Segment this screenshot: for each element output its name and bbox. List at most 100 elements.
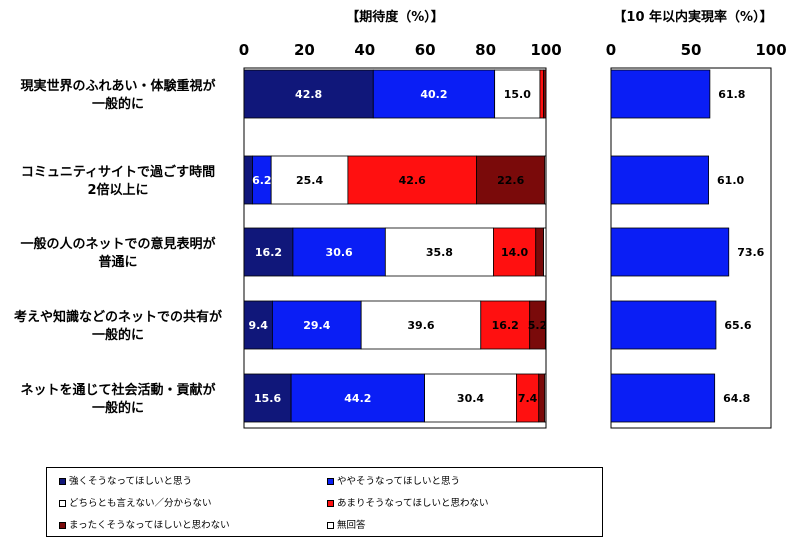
realization-bar: [610, 69, 711, 119]
realization-label: 61.8: [718, 88, 745, 101]
bar-segment: [384, 227, 494, 277]
bar-segment: [544, 300, 547, 350]
left-axis-tick-label: 20: [294, 41, 315, 59]
data-label: 42.6: [399, 174, 426, 187]
data-label: 15.6: [254, 392, 281, 405]
legend-label: ややそうなってほしいと思う: [337, 476, 461, 487]
bar-segment: [270, 155, 349, 205]
legend-item: 無回答: [327, 520, 366, 532]
data-label: 5.2: [528, 319, 548, 332]
legend-swatch: [327, 522, 334, 529]
category-label: コミュニティサイトで過ごす時間: [21, 164, 215, 180]
category-label: 一般的に: [92, 96, 144, 112]
data-label: 7.4: [518, 392, 538, 405]
bar-segment: [290, 373, 425, 423]
left-axis-ticks: 0 20 40 60 80 100: [239, 41, 562, 59]
stacked-bars: 42.8 40.2 15.0 6.2 25.4 42.6 22.6 16.2 30.6 35.8 1…: [243, 69, 548, 423]
category-label: ネットを通じて社会活動・貢献が: [20, 382, 215, 398]
legend-swatch: [59, 522, 66, 529]
bar-segment: [243, 300, 273, 350]
legend-swatch: [327, 500, 334, 507]
category-label: 一般の人のネットでの意見表明が: [20, 236, 215, 252]
legend-label: 無回答: [337, 520, 366, 531]
right-axis-tick-label: 100: [755, 41, 786, 59]
realization-label: 64.8: [723, 392, 750, 405]
realization-bars: 61.8 61.0 73.6 65.6 64.8: [610, 69, 765, 423]
legend: 強くそうなってほしいと思う ややそうなってほしいと思うどちらとも言えない／分からな…: [46, 467, 603, 537]
category-label: 一般的に: [92, 327, 144, 343]
realization-label: 65.6: [724, 319, 751, 332]
left-axis-tick-label: 60: [415, 41, 436, 59]
legend-item: 強くそうなってほしいと思う: [59, 476, 192, 488]
legend-item: まったくそうなってほしいと思わない: [59, 520, 230, 532]
right-chart-title: 【10 年以内実現率（%）】: [613, 9, 772, 25]
data-label: 22.6: [497, 174, 524, 187]
bar-segment: [360, 300, 482, 350]
left-axis-tick-label: 40: [354, 41, 375, 59]
left-axis-tick-label: 0: [239, 41, 249, 59]
category-label: 2倍以上に: [87, 182, 148, 198]
legend-swatch: [327, 478, 334, 485]
data-label: 40.2: [420, 88, 447, 101]
realization-bar: [610, 155, 709, 205]
data-label: 9.4: [248, 319, 268, 332]
bar-segment: [372, 69, 496, 119]
category-label: 普通に: [98, 254, 137, 270]
data-label: 6.2: [252, 174, 272, 187]
left-chart-title: 【期待度（%）】: [346, 9, 444, 25]
category-label: 一般的に: [92, 400, 144, 416]
legend-label: あまりそうなってほしいと思わない: [337, 498, 489, 509]
data-label: 42.8: [295, 88, 322, 101]
bar-segment: [347, 155, 477, 205]
data-label: 14.0: [501, 246, 528, 259]
bar-segment: [494, 69, 541, 119]
bar-segment: [535, 227, 544, 277]
realization-bar: [610, 373, 716, 423]
bar-segment: [493, 227, 537, 277]
bar-segment: [292, 227, 386, 277]
legend-label: 強くそうなってほしいと思う: [69, 476, 193, 487]
realization-bar: [610, 227, 730, 277]
legend-label: どちらとも言えない／分からない: [69, 498, 212, 509]
bar-segment: [543, 227, 547, 277]
bar-segment: [243, 69, 374, 119]
data-label: 29.4: [303, 319, 330, 332]
data-label: 16.2: [492, 319, 519, 332]
bar-segment: [476, 155, 546, 205]
bar-segment: [480, 300, 531, 350]
realization-label: 61.0: [717, 174, 744, 187]
data-label: 15.0: [504, 88, 531, 101]
legend-swatch: [59, 500, 66, 507]
bar-segment: [544, 373, 547, 423]
bar-segment: [544, 155, 547, 205]
data-label: 39.6: [407, 319, 434, 332]
category-label: 現実世界のふれあい・体験重視が: [20, 78, 215, 94]
bar-segment: [538, 373, 546, 423]
bar-segment: [271, 300, 362, 350]
category-labels: 現実世界のふれあい・体験重視が一般的にコミュニティサイトで過ごす時間2倍以上に一…: [14, 78, 222, 416]
right-axis-ticks: 0 50 100: [606, 41, 787, 59]
bar-segment: [543, 69, 547, 119]
right-axis-tick-label: 0: [606, 41, 616, 59]
bar-segment: [243, 227, 294, 277]
legend-item: あまりそうなってほしいと思わない: [327, 498, 489, 510]
left-axis-tick-label: 80: [475, 41, 496, 59]
data-label: 25.4: [296, 174, 323, 187]
legend-label: まったくそうなってほしいと思わない: [69, 520, 230, 531]
right-axis-tick-label: 50: [681, 41, 702, 59]
realization-bar: [610, 300, 717, 350]
data-label: 35.8: [426, 246, 453, 259]
legend-swatch: [59, 478, 66, 485]
left-axis-tick-label: 100: [530, 41, 561, 59]
category-label: 考えや知識などのネットでの共有が: [14, 309, 222, 325]
legend-item: どちらとも言えない／分からない: [59, 498, 212, 510]
bar-segment: [539, 69, 544, 119]
data-label: 16.2: [255, 246, 282, 259]
legend-item: ややそうなってほしいと思う: [327, 476, 460, 488]
data-label: 30.4: [457, 392, 484, 405]
bar-segment: [424, 373, 517, 423]
data-label: 44.2: [344, 392, 371, 405]
realization-label: 73.6: [737, 246, 764, 259]
data-label: 30.6: [326, 246, 353, 259]
